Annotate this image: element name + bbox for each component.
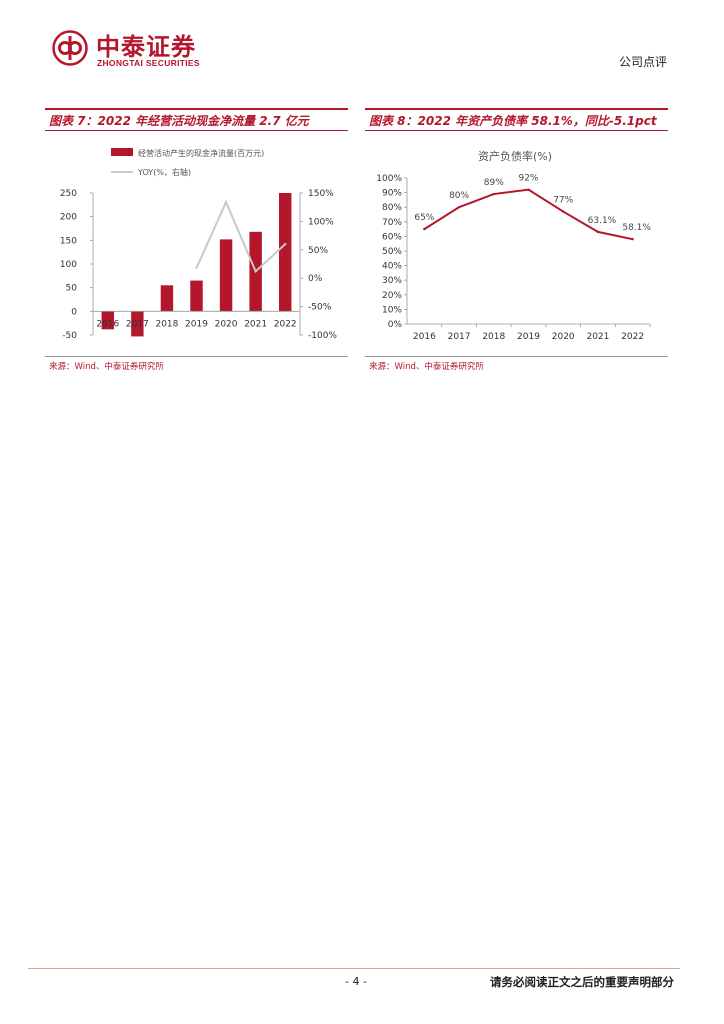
y-left-tick-label: 150 bbox=[60, 236, 77, 246]
x-tick-label: 2017 bbox=[448, 332, 471, 342]
y-tick-label: 100% bbox=[376, 174, 402, 184]
legend-label-line: YOY(%，右轴) bbox=[137, 167, 191, 177]
x-tick-label: 2016 bbox=[413, 332, 436, 342]
figure-8-source: 来源：Wind、中泰证券研究所 bbox=[369, 362, 484, 372]
brand-name-cn: 中泰证券 bbox=[96, 33, 196, 61]
legend-swatch-bar bbox=[111, 148, 133, 156]
figure-8-caption: 图表 8：2022 年资产负债率 58.1%，同比-5.1pct bbox=[369, 114, 657, 128]
y-right-tick-label: -100% bbox=[308, 331, 337, 341]
figure-8-caption-bar: 图表 8：2022 年资产负债率 58.1%，同比-5.1pct bbox=[365, 108, 668, 131]
bar bbox=[190, 280, 203, 312]
x-tick-label: 2021 bbox=[586, 332, 609, 342]
data-point bbox=[562, 210, 565, 213]
figure-7-caption: 图表 7：2022 年经营活动现金净流量 2.7 亿元 bbox=[49, 114, 309, 128]
data-label: 89% bbox=[484, 178, 504, 188]
figure-8-source-bar: 来源：Wind、中泰证券研究所 bbox=[365, 356, 668, 375]
data-point bbox=[527, 188, 530, 191]
legend-label-bar: 经营活动产生的现金净流量(百万元) bbox=[138, 148, 264, 158]
data-label: 92% bbox=[518, 174, 538, 184]
x-tick-label: 2019 bbox=[185, 319, 208, 329]
yoy-point bbox=[224, 200, 228, 204]
x-tick-label: 2020 bbox=[215, 319, 238, 329]
y-tick-label: 80% bbox=[382, 203, 402, 213]
data-point bbox=[596, 230, 600, 234]
bar bbox=[101, 311, 114, 330]
document-type: 公司点评 bbox=[618, 55, 667, 69]
cash-flow-chart: 经营活动产生的现金净流量(百万元) YOY(%，右轴) -50 0 50 100 150 20… bbox=[60, 148, 337, 341]
data-label: 58.1% bbox=[622, 223, 651, 233]
y-right-tick-label: 50% bbox=[308, 246, 328, 256]
figure-7-caption-bar: 图表 7：2022 年经营活动现金净流量 2.7 亿元 bbox=[45, 108, 348, 131]
y-tick-label: 20% bbox=[382, 291, 402, 301]
data-label: 65% bbox=[414, 213, 434, 223]
bar bbox=[279, 193, 292, 312]
y-left-tick-label: 250 bbox=[60, 189, 77, 199]
yoy-line bbox=[195, 199, 286, 274]
x-tick-label: 2018 bbox=[482, 332, 505, 342]
data-point bbox=[423, 227, 426, 231]
data-label: 80% bbox=[449, 191, 469, 201]
y-tick-label: 30% bbox=[382, 276, 402, 286]
yoy-point bbox=[284, 242, 287, 246]
figure-7-source: 来源：Wind、中泰证券研究所 bbox=[49, 362, 164, 372]
y-tick-label: 60% bbox=[382, 232, 402, 242]
data-point bbox=[631, 237, 634, 241]
y-left-tick-label: -50 bbox=[62, 331, 77, 341]
x-tick-label: 2022 bbox=[621, 332, 644, 342]
y-right-tick-label: 100% bbox=[308, 217, 334, 227]
yoy-point bbox=[254, 270, 257, 273]
y-tick-label: 0% bbox=[388, 320, 403, 330]
figure-7-source-bar: 来源：Wind、中泰证券研究所 bbox=[45, 356, 348, 375]
y-left-tick-label: 0 bbox=[71, 307, 77, 317]
bar bbox=[160, 285, 174, 312]
x-tick-label: 2021 bbox=[244, 319, 267, 329]
y-left-tick-label: 50 bbox=[66, 284, 78, 294]
x-tick-label: 2018 bbox=[155, 319, 178, 329]
y-tick-label: 70% bbox=[382, 218, 402, 228]
y-right-tick-label: 0% bbox=[308, 274, 323, 284]
y-tick-label: 10% bbox=[382, 305, 402, 315]
x-tick-label: 2020 bbox=[552, 332, 575, 342]
y-right-tick-label: -50% bbox=[308, 303, 332, 313]
footer-divider bbox=[28, 968, 680, 969]
y-left-tick-label: 100 bbox=[60, 260, 77, 270]
footer-disclaimer: 请务必阅读正文之后的重要声明部分 bbox=[490, 975, 674, 989]
y-tick-label: 90% bbox=[382, 189, 402, 199]
y-right-tick-label: 150% bbox=[308, 189, 334, 199]
x-tick-label: 2022 bbox=[274, 319, 297, 329]
x-tick-label: 2016 bbox=[96, 319, 119, 329]
chart-title: 资产负债率(%) bbox=[478, 149, 552, 163]
logo-icon bbox=[52, 30, 88, 66]
x-tick-label: 2019 bbox=[517, 332, 540, 342]
data-point bbox=[492, 192, 495, 196]
yoy-point bbox=[195, 266, 198, 270]
brand-name-en: ZHONGTAI SECURITIES bbox=[97, 58, 200, 68]
y-tick-label: 40% bbox=[382, 262, 402, 272]
page-number: - 4 - bbox=[345, 975, 367, 988]
data-label: 77% bbox=[553, 196, 573, 206]
data-label: 63.1% bbox=[588, 216, 617, 226]
data-point bbox=[457, 206, 461, 209]
x-tick-label: 2017 bbox=[126, 319, 149, 329]
y-left-tick-label: 200 bbox=[60, 213, 77, 223]
bar bbox=[219, 239, 233, 312]
y-tick-label: 50% bbox=[382, 247, 402, 257]
debt-ratio-chart: 资产负债率(%) 0% 10% 20% 30% 40% 50% 60% 70% 80% 90% 100… bbox=[376, 149, 651, 342]
bar bbox=[131, 311, 144, 337]
